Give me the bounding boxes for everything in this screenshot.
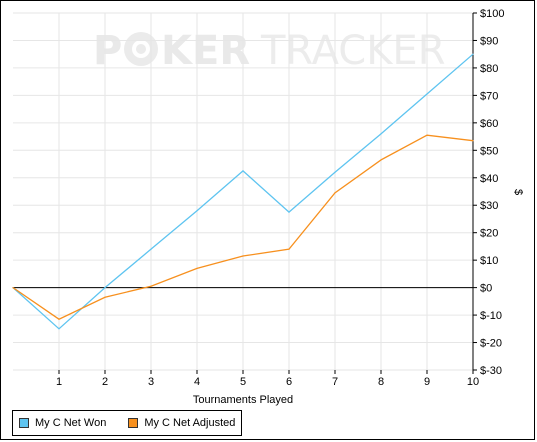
legend-swatch-net-won bbox=[19, 418, 29, 428]
y-tick-label: $20 bbox=[480, 228, 498, 240]
x-tick-label: 7 bbox=[332, 376, 338, 388]
y-tick-label: $0 bbox=[480, 283, 492, 295]
y-tick-label: $-30 bbox=[480, 365, 502, 377]
series-2-point bbox=[196, 267, 198, 269]
series-1-point bbox=[196, 210, 198, 212]
series-2-point bbox=[150, 285, 152, 287]
x-tick-label: 5 bbox=[240, 376, 246, 388]
x-tick-label: 2 bbox=[102, 376, 108, 388]
series-2-point bbox=[380, 159, 382, 161]
series-lines bbox=[12, 53, 474, 330]
series-2-point bbox=[242, 255, 244, 257]
series-2-point bbox=[12, 287, 14, 289]
x-tick-label: 1 bbox=[56, 376, 62, 388]
series-1-point bbox=[288, 211, 290, 213]
y-tick-label: $60 bbox=[480, 118, 498, 130]
y-axis-label: $ bbox=[512, 189, 524, 195]
y-tick-label: $90 bbox=[480, 35, 498, 47]
series-2-point bbox=[426, 134, 428, 136]
legend-label-net-adjusted: My C Net Adjusted bbox=[144, 417, 236, 429]
series-1-point bbox=[150, 248, 152, 250]
series-2-point bbox=[58, 318, 60, 320]
horizontal-gridlines bbox=[13, 12, 473, 371]
x-tick-label: 4 bbox=[194, 376, 200, 388]
series-1-point bbox=[104, 287, 106, 289]
watermark-text-tracker: TRACKER bbox=[260, 28, 446, 74]
legend: My C Net Won My C Net Adjusted bbox=[12, 410, 243, 436]
y-tick-label: $50 bbox=[480, 145, 498, 157]
watermark-text-ker: KER bbox=[161, 28, 250, 74]
x-tick-label: 10 bbox=[467, 376, 479, 388]
x-tick-label: 6 bbox=[286, 376, 292, 388]
legend-item-net-adjusted[interactable]: My C Net Adjusted bbox=[128, 417, 235, 429]
series-2-point bbox=[334, 192, 336, 194]
x-tick-label: 3 bbox=[148, 376, 154, 388]
y-tick-label: $80 bbox=[480, 63, 498, 75]
legend-label-net-won: My C Net Won bbox=[35, 417, 107, 429]
series-2-point bbox=[288, 248, 290, 250]
series-1-point bbox=[426, 93, 428, 95]
watermark: P KER TRACKER bbox=[93, 28, 446, 74]
series-1-point bbox=[242, 170, 244, 172]
legend-item-net-won[interactable]: My C Net Won bbox=[19, 417, 106, 429]
series-1-point bbox=[58, 328, 60, 330]
watermark-text-p: P bbox=[93, 28, 122, 74]
y-tick-label: $40 bbox=[480, 173, 498, 185]
legend-swatch-net-adjusted bbox=[128, 418, 139, 428]
x-tick-label: 9 bbox=[424, 376, 430, 388]
y-tick-label: $30 bbox=[480, 200, 498, 212]
series-1-point bbox=[380, 133, 382, 135]
series-2-point bbox=[472, 140, 474, 142]
series-2-point bbox=[104, 296, 106, 298]
x-axis-label: Tournaments Played bbox=[193, 394, 293, 406]
series-1-point bbox=[334, 171, 336, 173]
y-tick-label: $70 bbox=[480, 90, 498, 102]
poker-chip-icon bbox=[124, 32, 158, 66]
y-tick-label: $-20 bbox=[480, 338, 502, 350]
y-tick-label: $10 bbox=[480, 255, 498, 267]
y-tick-label: $100 bbox=[480, 8, 504, 20]
x-axis-ticks: 1 2 3 4 5 6 7 8 9 10 bbox=[56, 370, 479, 388]
y-axis-ticks: $100 $90 $80 $70 $60 $50 $40 $30 $20 $10 $0 $-10 $-2… bbox=[473, 8, 504, 377]
y-tick-label: $-10 bbox=[480, 310, 502, 322]
series-1-point bbox=[472, 53, 474, 55]
x-tick-label: 8 bbox=[378, 376, 384, 388]
